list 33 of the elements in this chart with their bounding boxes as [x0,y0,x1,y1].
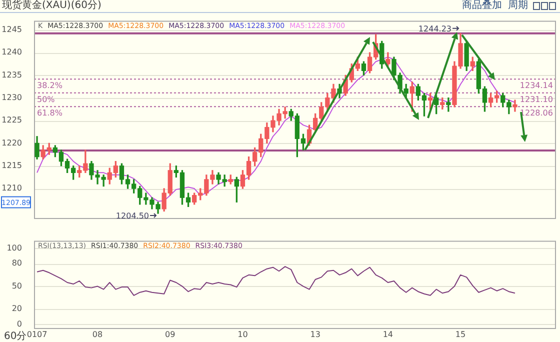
text: 周期 [508,0,528,12]
y-tick-label: 1210 [2,184,22,193]
y-tick-label: 1240 [2,48,22,57]
y-tick-label: 1245 [2,24,22,34]
annotation: 50% [37,94,56,104]
y-tick-label: 1235 [2,70,22,80]
y-tick-label: 1230 [2,92,22,102]
x-tick-label: 15 [455,330,466,339]
annotation: 1204.50 [116,211,150,220]
ref-line-label: 1228.06 [520,108,553,118]
y-tick-label: 80 [12,258,22,268]
y-tick-label: 1215 [2,160,22,170]
x-tick-label: 0107 [26,330,48,339]
ref-line-label: 1231.10 [520,94,553,104]
annotation: 61.8% [37,108,63,118]
candlestick [446,98,451,112]
annotation: 1244.23 [418,24,452,34]
x-tick-label: 14 [382,330,394,339]
annotation: 38.2% [37,81,63,90]
y-tick-label: 50 [12,281,22,290]
ref-line-label: 1234.14 [520,81,553,90]
y-tick-label: 100 [6,243,22,252]
chart-title: 现货黄金(XAU)(60分) [2,0,102,12]
x-tick-label: 08 [92,330,103,339]
y-tick-label: 20 [12,304,22,314]
candlestick [512,100,518,112]
y-tick-label: 1225 [2,116,22,125]
x-tick-label: 09 [165,330,176,339]
y-tick-label: 0 [16,319,22,328]
y-tick-label: 1220 [2,138,22,148]
x-tick-label: 10 [238,330,248,339]
x-tick-label: 13 [310,330,320,339]
text: 60分 [4,330,27,342]
